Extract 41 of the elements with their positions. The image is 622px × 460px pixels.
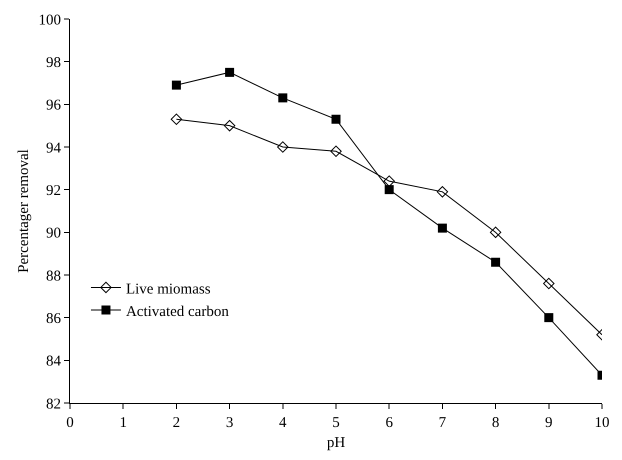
- point: [491, 258, 500, 267]
- point: [543, 278, 554, 290]
- y-tick-label: 94: [46, 140, 62, 156]
- y-tick-label: 92: [46, 182, 61, 199]
- x-tick-label: 7: [438, 415, 447, 431]
- legend-label: Live miomass: [126, 281, 211, 298]
- point: [332, 114, 340, 124]
- x-tick-label: 10: [594, 415, 610, 431]
- y-tick-label: 86: [46, 310, 62, 327]
- x-tick-label: 2: [172, 415, 180, 431]
- point: [436, 186, 448, 198]
- point: [172, 80, 181, 90]
- point: [544, 313, 554, 322]
- x-tick-label: 3: [226, 415, 234, 431]
- x-tick-label: 0: [66, 415, 74, 431]
- y-tick-label: 98: [46, 54, 61, 71]
- x-tick-label: 9: [545, 415, 553, 431]
- y-axis-title: Percentager removal: [16, 149, 32, 273]
- point: [438, 224, 447, 233]
- y-tick-label: 84: [46, 354, 62, 370]
- y-tick-label: 82: [46, 396, 61, 412]
- point: [384, 175, 395, 187]
- x-tick-label: 4: [279, 415, 288, 431]
- point: [384, 185, 394, 194]
- y-tick-label: 100: [38, 12, 61, 28]
- y-tick-label: 88: [46, 268, 61, 284]
- x-tick-label: 1: [119, 415, 127, 431]
- y-tick-label: 96: [46, 98, 62, 114]
- y-tick-label: 90: [46, 226, 61, 242]
- x-tick-label: 6: [385, 415, 394, 431]
- x-tick-label: 5: [332, 415, 340, 431]
- point: [224, 120, 236, 132]
- x-axis-title: pH: [326, 435, 346, 451]
- point: [278, 93, 288, 102]
- point: [277, 141, 288, 153]
- point: [330, 146, 342, 157]
- legend-label: Activated carbon: [126, 304, 230, 320]
- x-tick-label: 8: [492, 415, 500, 431]
- point: [490, 226, 502, 238]
- point: [170, 114, 182, 125]
- point: [225, 68, 234, 77]
